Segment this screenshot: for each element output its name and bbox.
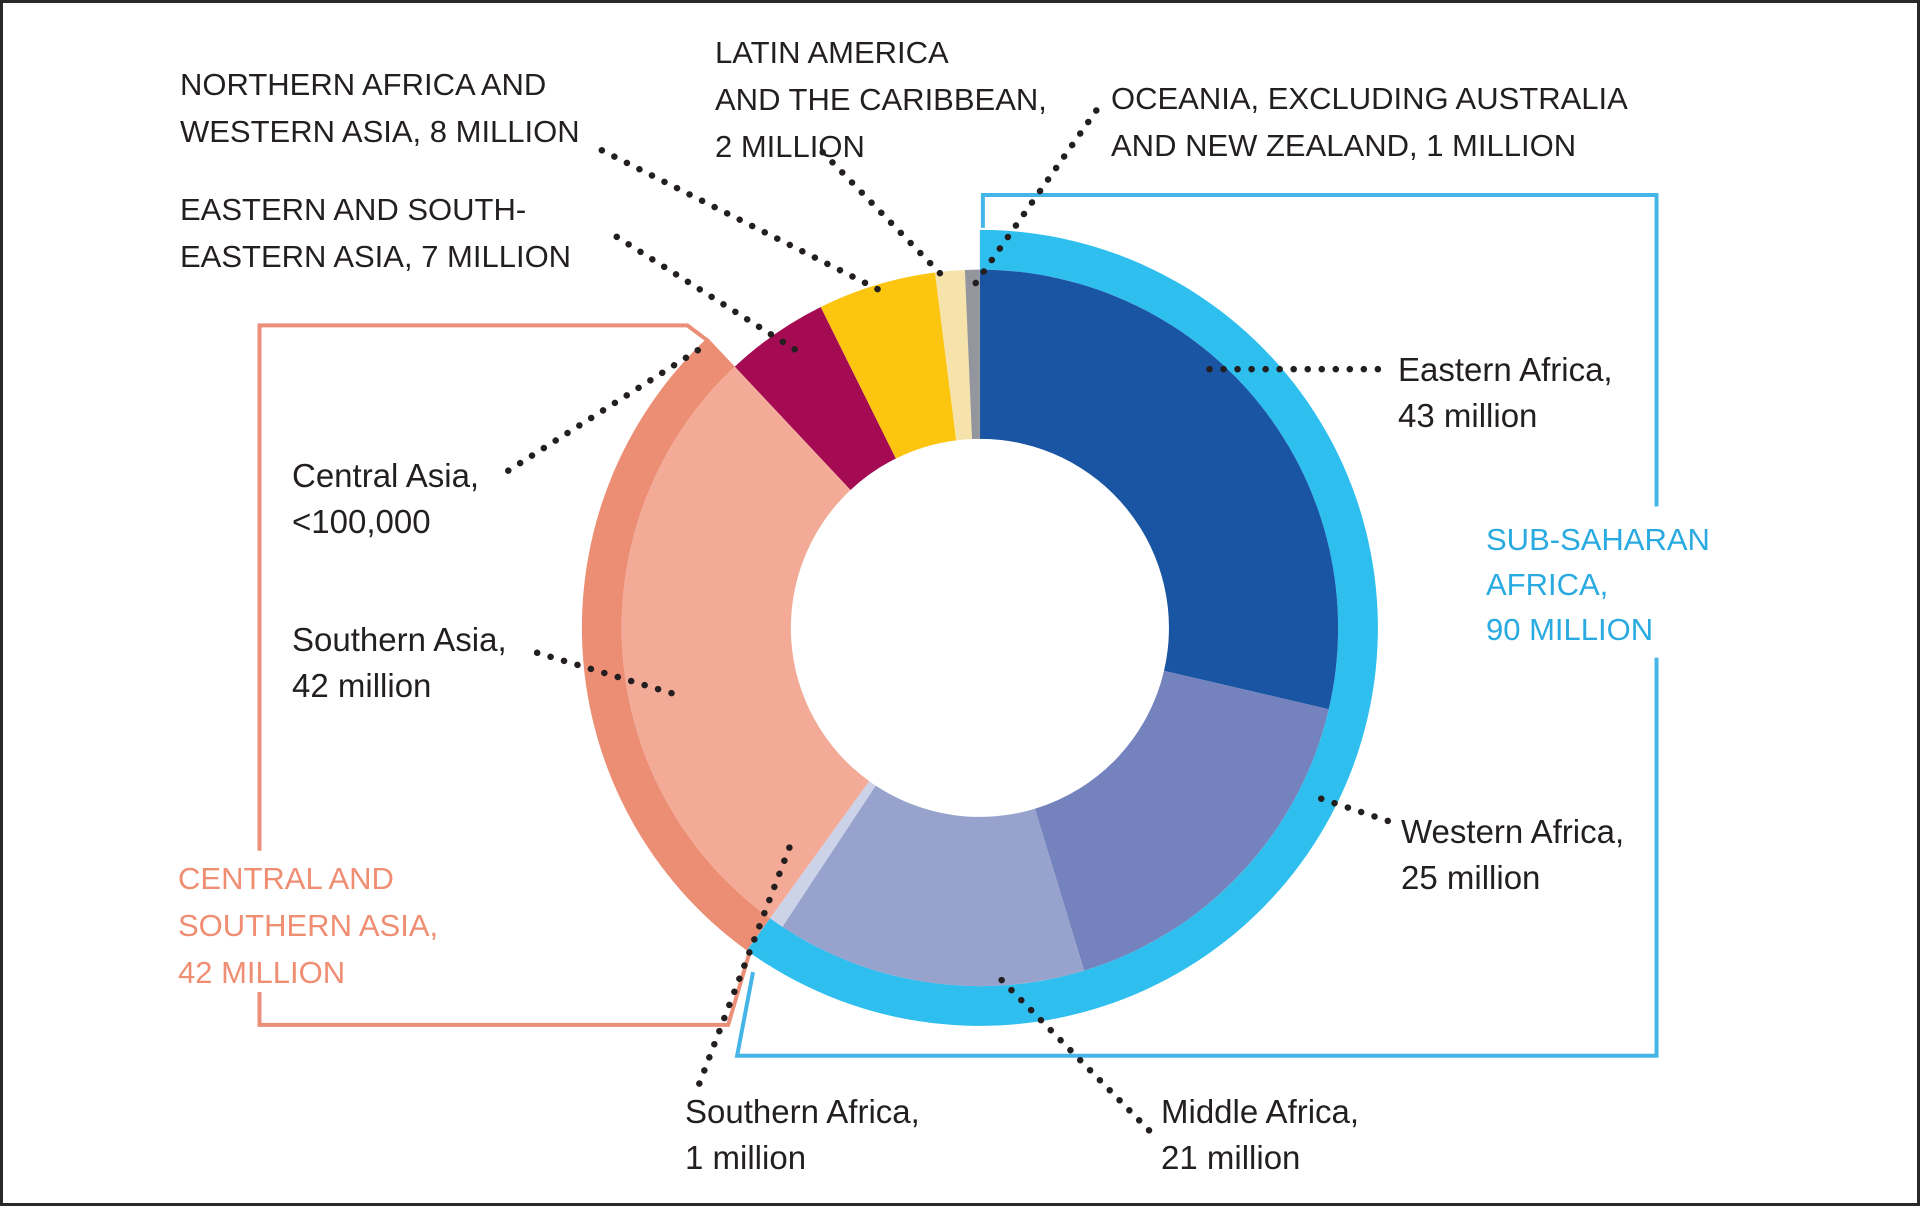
- label-line: Middle Africa,: [1161, 1093, 1360, 1130]
- label-western-africa: Western Africa, 25 million: [1401, 809, 1624, 901]
- label-line: 21 million: [1161, 1139, 1301, 1176]
- label-line: AND THE CARIBBEAN,: [715, 82, 1047, 117]
- label-line: EASTERN ASIA, 7 MILLION: [180, 239, 572, 274]
- salmon-bracket-line-0: [257, 323, 709, 851]
- leader-southern-africa: [696, 840, 795, 1087]
- label-line: AND NEW ZEALAND, 1 MILLION: [1111, 128, 1577, 163]
- label-line: 25 million: [1401, 859, 1541, 896]
- label-line: SUB-SAHARAN: [1486, 522, 1710, 557]
- label-line: 43 million: [1398, 397, 1538, 434]
- blue-bracket-line-0: [980, 193, 1659, 507]
- label-line: OCEANIA, EXCLUDING AUSTRALIA: [1111, 81, 1628, 116]
- segment-southern-africa: [770, 781, 876, 927]
- leader-western-africa: [1307, 791, 1392, 825]
- leader-central-asia: [505, 346, 703, 474]
- label-line: EASTERN AND SOUTH-: [180, 192, 527, 227]
- label-line: Southern Asia,: [292, 621, 507, 658]
- label-line: 90 MILLION: [1486, 612, 1654, 647]
- label-middle-africa: Middle Africa, 21 million: [1161, 1089, 1359, 1181]
- donut-segments: [621, 269, 1339, 987]
- label-eastern-south-eastern-asia: EASTERN AND SOUTH- EASTERN ASIA, 7 MILLI…: [180, 186, 571, 280]
- label-line: 1 million: [685, 1139, 807, 1176]
- leader-eastern-se-asia: [613, 233, 805, 357]
- segment-latin-america-and-the-caribbean: [935, 269, 972, 441]
- bracket-lines: [257, 193, 1659, 1058]
- segment-eastern-and-south-eastern-asia: [734, 306, 896, 490]
- group-ring-sub-saharan-africa: [746, 229, 1378, 1026]
- label-northern-africa-western-asia: NORTHERN AFRICA AND WESTERN ASIA, 8 MILL…: [180, 61, 580, 155]
- label-eastern-africa: Eastern Africa, 43 million: [1398, 347, 1613, 439]
- segment-central-asia: [733, 366, 851, 491]
- label-latin-america-caribbean: LATIN AMERICA AND THE CARIBBEAN, 2 MILLI…: [715, 29, 1047, 170]
- label-oceania: OCEANIA, EXCLUDING AUSTRALIA AND NEW ZEA…: [1111, 75, 1628, 169]
- segment-eastern-africa: [979, 269, 1339, 710]
- label-group-central-southern-asia: CENTRAL AND SOUTHERN ASIA, 42 MILLION: [178, 855, 438, 996]
- label-line: SOUTHERN ASIA,: [178, 908, 439, 943]
- group-rings: [581, 229, 1378, 1026]
- segment-oceania-excluding-australia-and-new-zealand: [964, 269, 980, 439]
- leader-lines: [505, 107, 1392, 1134]
- label-southern-africa: Southern Africa, 1 million: [685, 1089, 920, 1181]
- group-ring-central-and-southern-asia: [581, 337, 771, 951]
- leader-northern-africa: [598, 147, 886, 295]
- blue-bracket-line-1: [734, 657, 1659, 1058]
- leader-southern-asia: [533, 649, 683, 699]
- label-line: Southern Africa,: [685, 1093, 920, 1130]
- segment-southern-asia: [621, 367, 870, 919]
- label-line: Western Africa,: [1401, 813, 1625, 850]
- label-line: <100,000: [292, 503, 431, 540]
- label-central-asia: Central Asia, <100,000: [292, 453, 479, 545]
- leader-latin-america: [819, 149, 952, 285]
- donut-chart: [257, 107, 1659, 1134]
- segment-middle-africa: [782, 785, 1085, 987]
- label-line: NORTHERN AFRICA AND: [180, 67, 547, 102]
- label-southern-asia: Southern Asia, 42 million: [292, 617, 507, 709]
- segment-western-africa: [1034, 670, 1329, 971]
- label-line: 42 MILLION: [178, 955, 346, 990]
- label-group-sub-saharan-africa: SUB-SAHARAN AFRICA, 90 MILLION: [1486, 517, 1710, 652]
- label-line: Central Asia,: [292, 457, 480, 494]
- label-line: WESTERN ASIA, 8 MILLION: [180, 114, 580, 149]
- salmon-bracket-line-1: [257, 953, 751, 1027]
- label-line: AFRICA,: [1486, 567, 1609, 602]
- label-line: 42 million: [292, 667, 432, 704]
- leader-middle-africa: [992, 970, 1153, 1134]
- label-line: Eastern Africa,: [1398, 351, 1613, 388]
- segment-northern-africa-and-western-asia: [820, 272, 957, 459]
- label-line: LATIN AMERICA: [715, 35, 949, 70]
- label-line: CENTRAL AND: [178, 861, 394, 896]
- label-line: 2 MILLION: [715, 129, 865, 164]
